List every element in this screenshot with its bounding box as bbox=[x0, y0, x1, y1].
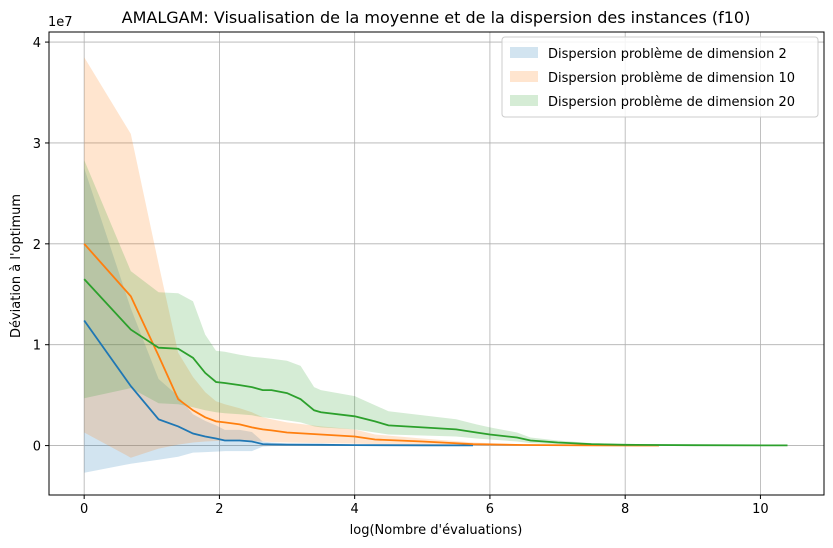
y-offset-text: 1e7 bbox=[48, 15, 73, 30]
y-tick-label: 3 bbox=[33, 137, 41, 152]
mean-lines bbox=[83, 243, 788, 447]
x-axis-ticks: 0 2 4 6 8 10 bbox=[80, 495, 769, 517]
dispersion-bands bbox=[84, 57, 788, 473]
y-axis-label: Déviation à l'optimum bbox=[9, 194, 24, 338]
mean-line-series-3 bbox=[83, 278, 788, 447]
chart-title: AMALGAM: Visualisation de la moyenne et … bbox=[122, 8, 751, 27]
legend-swatch bbox=[510, 71, 538, 82]
mean-line-series-1 bbox=[83, 319, 474, 447]
legend: Dispersion problème de dimension 2 Disper… bbox=[501, 36, 819, 118]
legend-swatch bbox=[510, 95, 538, 106]
legend-swatch bbox=[510, 47, 538, 58]
legend-label: Dispersion problème de dimension 2 bbox=[548, 47, 787, 62]
y-tick-label: 0 bbox=[33, 440, 41, 455]
y-axis-ticks: 0 1 2 3 4 bbox=[33, 36, 49, 455]
plot-frame bbox=[48, 31, 825, 496]
dispersion-band-series-2 bbox=[84, 57, 659, 458]
legend-box bbox=[501, 36, 819, 118]
legend-label: Dispersion problème de dimension 10 bbox=[548, 71, 795, 86]
mean-line-series-2 bbox=[83, 243, 660, 447]
y-tick-label: 4 bbox=[33, 36, 41, 51]
x-tick-label: 4 bbox=[351, 502, 359, 517]
legend-label: Dispersion problème de dimension 20 bbox=[548, 95, 795, 110]
y-tick-label: 2 bbox=[33, 238, 41, 253]
y-tick-label: 1 bbox=[33, 339, 41, 354]
x-tick-label: 0 bbox=[80, 502, 88, 517]
x-tick-label: 10 bbox=[752, 502, 769, 517]
x-tick-label: 2 bbox=[215, 502, 223, 517]
x-axis-label: log(Nombre d'évaluations) bbox=[350, 523, 523, 538]
dispersion-band-series-1 bbox=[84, 168, 473, 473]
x-tick-label: 8 bbox=[621, 502, 629, 517]
x-tick-label: 6 bbox=[486, 502, 494, 517]
dispersion-band-series-3 bbox=[84, 160, 788, 446]
